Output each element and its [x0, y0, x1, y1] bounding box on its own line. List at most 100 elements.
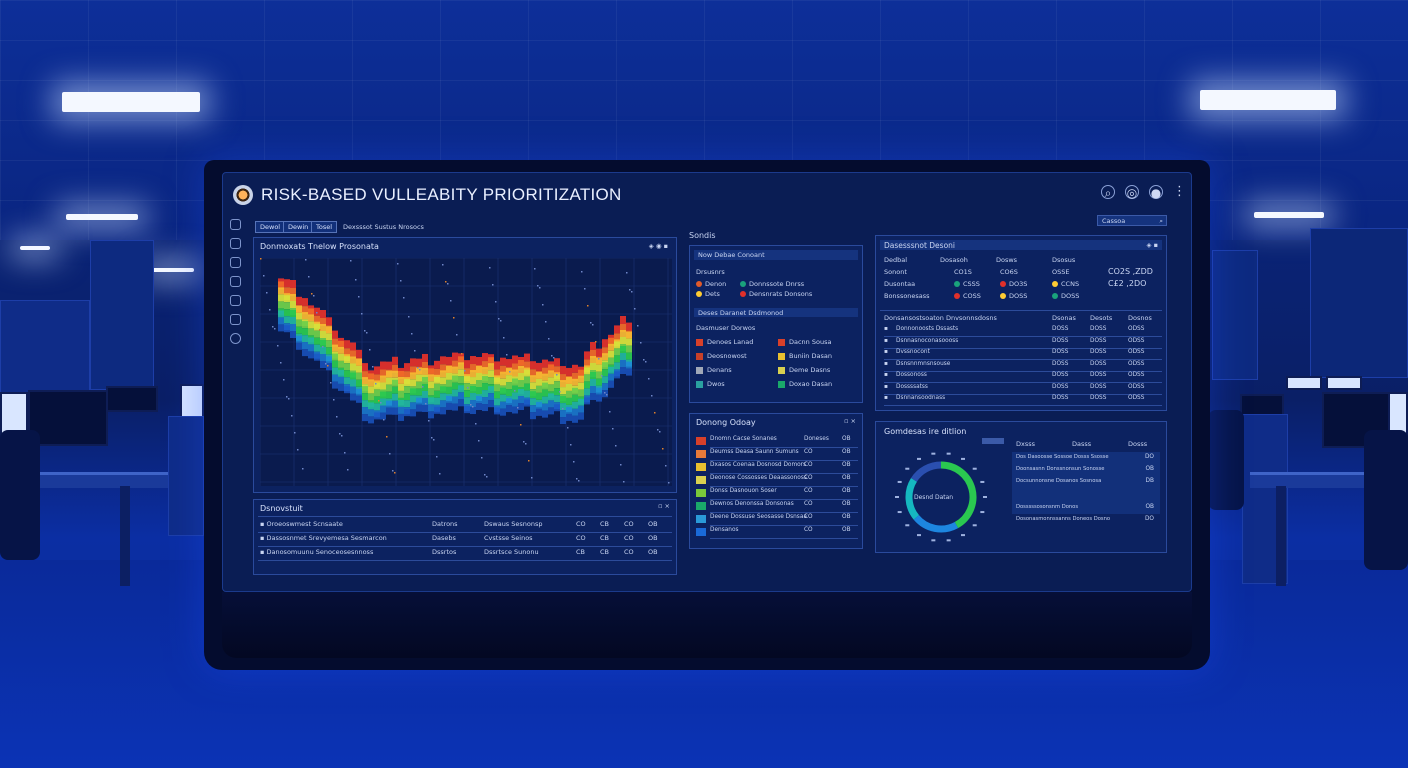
scatter-dot: [500, 320, 502, 322]
heat-cell: [578, 382, 584, 390]
table-row[interactable]: ▪ Dassosnmet Srevyemesa Sesmarcon Dasebs C…: [260, 534, 672, 546]
ceiling-light: [1254, 212, 1324, 218]
table-row[interactable]: ▪ Dsnsnnmnsnsouse DOSS DOSS ODSS: [884, 361, 1162, 371]
grid-item[interactable]: Buniin Dasan: [778, 352, 832, 360]
table-row[interactable]: Dosssssosonsnm Donos OB: [1016, 504, 1160, 514]
scatter-dot: [548, 338, 550, 340]
more-icon[interactable]: ⋮: [1173, 184, 1186, 199]
heat-cell: [380, 382, 386, 390]
scatter-dot: [612, 428, 614, 430]
scatter-dot: [450, 300, 452, 302]
user-icon[interactable]: ●: [1149, 185, 1163, 200]
heat-cell: [320, 340, 326, 347]
heat-cell: [386, 377, 392, 385]
heat-cell: [512, 355, 518, 364]
vulnerability-heatmap[interactable]: [260, 258, 672, 486]
search-box[interactable]: Cassoa ⌕: [1097, 215, 1167, 226]
heat-cell: [596, 364, 602, 372]
grid-item[interactable]: Deosnowost: [696, 352, 747, 360]
panel-controls[interactable]: ▫ ×: [844, 417, 856, 425]
donut-segment: [911, 461, 942, 482]
heat-cell: [404, 379, 410, 387]
heat-cell: [476, 357, 482, 366]
heat-cell: [506, 389, 512, 397]
list-item[interactable]: Deene Dossuse Seosasse Dsnsaa CO OB: [696, 514, 858, 525]
grid-item[interactable]: Deme Dasns: [778, 366, 830, 374]
table-row[interactable]: Docsunnonsne Dosanos Sosnosa DB: [1016, 478, 1160, 488]
shield-icon[interactable]: [229, 295, 241, 306]
list-value: OB: [842, 527, 851, 533]
table-row[interactable]: Dosonasmonnssanns Doneos Dosno DO: [1016, 516, 1160, 526]
table-row[interactable]: ▪ Dossssatss DOSS DOSS ODSS: [884, 384, 1162, 394]
table-row[interactable]: ▪ Dsnnansoodnass DOSS DOSS ODSS: [884, 395, 1162, 405]
heat-cell: [530, 369, 536, 378]
heat-cell: [392, 370, 398, 378]
nav-button-dewol[interactable]: Dewol: [255, 221, 286, 233]
list-code: CO: [804, 449, 813, 455]
heat-cell: [362, 393, 368, 401]
heat-cell: [302, 328, 308, 336]
scatter-dot: [288, 398, 290, 400]
list-icon[interactable]: [229, 276, 241, 287]
heat-cell: [524, 390, 530, 398]
heat-cell: [446, 372, 452, 380]
list-item[interactable]: Donss Dasnouon Soser CO OB: [696, 488, 858, 499]
scatter-dot: [436, 456, 438, 458]
row-value: DOSS: [1052, 337, 1069, 344]
heatmap-controls[interactable]: ◈ ◉ ▪: [648, 242, 668, 250]
table-row[interactable]: ▪ Danosomuunu Senoceosesnnoss Dssrtos Dssr…: [260, 548, 672, 560]
donut-tick: [897, 511, 902, 514]
bell-icon[interactable]: ◎: [1125, 185, 1139, 200]
table-row[interactable]: ▪ Donnonoosts Dssasts DOSS DOSS ODSS: [884, 326, 1162, 336]
remediation-donut[interactable]: [886, 442, 996, 552]
list-item[interactable]: Densanos CO OB: [696, 527, 858, 538]
grid-icon[interactable]: [229, 238, 241, 249]
heat-cell: [416, 367, 422, 375]
heat-cell: [464, 376, 470, 384]
table-row[interactable]: ▪ Dvssnocont DOSS DOSS ODSS: [884, 349, 1162, 359]
list-item[interactable]: Dewnos Denonssa Donsonas CO OB: [696, 501, 858, 512]
row-index: ▪: [884, 372, 888, 378]
heat-cell: [332, 353, 338, 361]
report-icon[interactable]: [229, 314, 241, 325]
heat-cell: [476, 387, 482, 395]
list-label: Deumss Deasa Saunn Sumuns: [710, 449, 799, 455]
heat-cell: [554, 404, 560, 412]
heat-cell: [440, 377, 446, 385]
grid-item[interactable]: Doxao Dasan: [778, 380, 832, 388]
home-icon[interactable]: [229, 219, 241, 230]
grid-item[interactable]: Denoes Lanad: [696, 338, 753, 346]
filter-chip[interactable]: [982, 438, 1004, 444]
chat-icon[interactable]: ⌕: [1101, 185, 1115, 200]
panel-controls[interactable]: ▫ ×: [658, 502, 670, 510]
table-row[interactable]: ▪ Dsnnasnoconasoooss DOSS DOSS ODSS: [884, 338, 1162, 348]
row-value: DOSS: [1052, 360, 1069, 367]
legend-label: Donnssote Dnrss: [749, 280, 805, 288]
panel-controls[interactable]: ◈ ▪: [1146, 241, 1158, 249]
row-value: DOSS: [1090, 360, 1107, 367]
heat-cell: [434, 368, 440, 377]
chart-icon[interactable]: [229, 257, 241, 268]
grid-item[interactable]: Denans: [696, 366, 732, 374]
table-row[interactable]: Dos Dasoosse Sossoe Dosss Ssosse DO: [1016, 454, 1160, 464]
list-item[interactable]: Dxasos Coenaa Dosnosd Domors CO OB: [696, 462, 858, 473]
table-row[interactable]: Doonsasnn Donssnonsun Sonosse OB: [1016, 466, 1160, 476]
nav-button-dewin[interactable]: Dewin: [283, 221, 314, 233]
list-item[interactable]: Deonose Cossosses Deaassonoss CO OB: [696, 475, 858, 486]
stat-total: C£2 ,2DO: [1108, 279, 1147, 288]
grid-item[interactable]: Dwos: [696, 380, 725, 388]
heat-cell: [410, 379, 416, 387]
grid-item[interactable]: Dacnn Sousa: [778, 338, 831, 346]
scatter-dot: [506, 354, 508, 356]
table-row[interactable]: ▪ Dossonoss DOSS DOSS ODSS: [884, 372, 1162, 382]
list-item[interactable]: Dnomn Cacse Sonanes Doneses OB: [696, 436, 858, 447]
list-item[interactable]: Deumss Deasa Saunn Sumuns CO OB: [696, 449, 858, 460]
settings-icon[interactable]: [229, 333, 241, 344]
heat-cell: [464, 397, 470, 405]
heat-cell: [542, 382, 548, 390]
heat-cell: [344, 340, 350, 349]
row-value: DOSS: [1052, 326, 1069, 332]
heat-cell: [458, 369, 464, 377]
table-row[interactable]: ▪ Oroeoswmest Scnsaate Datrons Dswaus Sesn…: [260, 520, 672, 532]
nav-button-tosel[interactable]: Tosel: [311, 221, 338, 233]
